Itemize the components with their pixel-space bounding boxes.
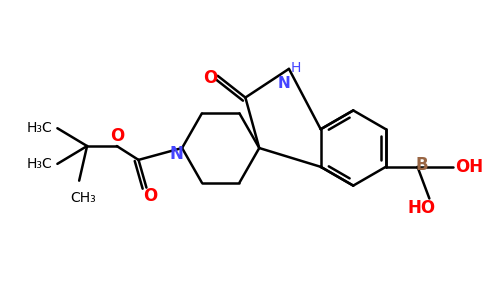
Text: N: N — [278, 76, 290, 91]
Text: CH₃: CH₃ — [70, 190, 96, 205]
Text: O: O — [143, 187, 157, 205]
Text: OH: OH — [455, 158, 483, 176]
Text: B: B — [415, 156, 428, 174]
Text: H₃C: H₃C — [27, 121, 52, 135]
Text: O: O — [110, 127, 124, 145]
Text: O: O — [203, 69, 217, 87]
Text: HO: HO — [408, 200, 436, 217]
Text: H₃C: H₃C — [27, 157, 52, 171]
Text: N: N — [169, 145, 183, 163]
Text: H: H — [291, 61, 301, 75]
